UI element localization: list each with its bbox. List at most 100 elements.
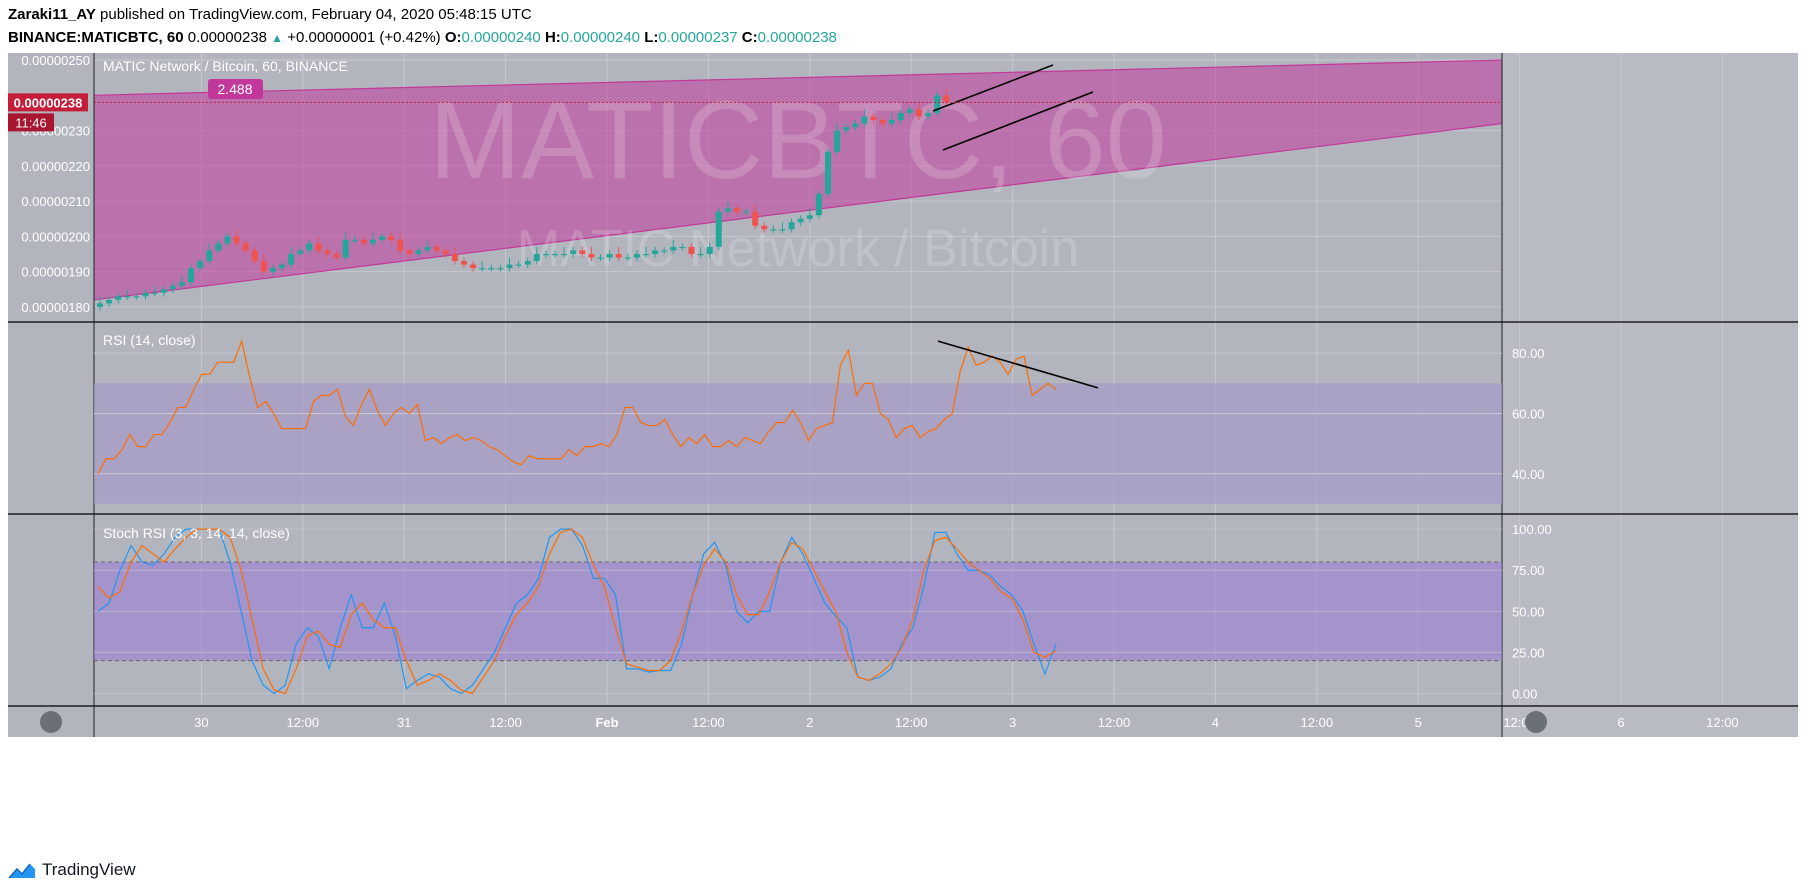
candle-body — [470, 264, 477, 269]
flag-upper-trendline — [932, 64, 1054, 112]
candle-body — [688, 246, 695, 254]
candle — [779, 222, 786, 233]
close-value: 0.00000238 — [757, 29, 837, 46]
candle — [906, 105, 913, 117]
symbol-label: BINANCE:MATICBTC, 60 — [8, 29, 184, 46]
candle — [442, 246, 449, 258]
price-axis-label: 0.00000210 — [21, 194, 90, 209]
candle-body — [97, 303, 103, 307]
candle — [433, 243, 440, 254]
candle-body — [552, 254, 558, 256]
candle-body — [697, 254, 704, 256]
time-axis-label: 12:00 — [1301, 715, 1334, 730]
candle — [888, 112, 895, 128]
candle-body — [743, 211, 750, 213]
last-price: 0.00000238 — [187, 29, 267, 46]
candle — [406, 246, 413, 258]
candle — [788, 218, 795, 233]
candle-body — [834, 130, 841, 152]
candle — [160, 285, 167, 297]
candle-body — [734, 208, 740, 212]
candle-body — [624, 257, 631, 259]
candle — [297, 246, 304, 258]
candle — [351, 236, 358, 244]
author-name[interactable]: Zaraki11_AY — [8, 6, 96, 23]
candle — [770, 225, 777, 233]
stoch-d-line — [97, 528, 1057, 695]
candle — [752, 204, 759, 230]
channel-lower-line — [93, 122, 1503, 301]
candle-body — [424, 246, 431, 251]
candle-body — [106, 299, 113, 304]
candle-body — [643, 254, 649, 256]
time-axis-label: 12:00 — [692, 715, 725, 730]
stoch-axis-label: 0.00 — [1512, 686, 1537, 701]
candle-body — [206, 250, 213, 262]
candle-body — [843, 127, 850, 131]
candle-body — [533, 254, 540, 262]
publish-info: Zaraki11_AY published on TradingView.com… — [8, 6, 532, 23]
candle — [897, 109, 904, 124]
chart-area[interactable]: 30 12:00 31 12:00 Feb 12:00 2 12:00 3 12:00 4 12:00… — [8, 53, 1798, 853]
measure-label: 2.488 — [217, 81, 252, 97]
candle-body — [224, 236, 231, 244]
brand-name[interactable]: TradingView — [42, 860, 136, 879]
candle — [251, 246, 258, 265]
tradingview-logo-icon — [8, 863, 35, 879]
candle-body — [515, 264, 522, 266]
candle — [743, 208, 750, 216]
rsi-divergence-trendline — [937, 340, 1099, 389]
candle — [806, 208, 813, 223]
stoch-axis-label: 25.00 — [1512, 645, 1545, 660]
candle — [688, 243, 695, 258]
candle — [288, 246, 295, 269]
candle-body — [442, 250, 449, 254]
candle-body — [770, 229, 777, 231]
candle — [670, 239, 677, 254]
candle — [515, 261, 522, 269]
candle-body — [906, 109, 913, 113]
candle-body — [497, 268, 504, 270]
candle-body — [815, 194, 822, 216]
candle — [797, 215, 804, 226]
price-axis-background — [1502, 53, 1798, 737]
candle — [461, 257, 467, 269]
candle-body — [788, 222, 795, 230]
candle-body — [633, 254, 640, 258]
last-price-tag-label: 0.00000238 — [14, 95, 83, 110]
candle-body — [115, 296, 122, 300]
candle — [197, 257, 204, 272]
low-value: 0.00000237 — [658, 29, 738, 46]
candle — [852, 120, 859, 131]
rsi-band — [94, 383, 1502, 504]
rsi-axis-label: 60.00 — [1512, 406, 1545, 421]
candle-body — [197, 261, 204, 269]
candle-body — [288, 254, 295, 265]
candle — [315, 236, 322, 254]
candle-body — [388, 236, 395, 240]
candle — [916, 102, 922, 120]
candle — [151, 285, 158, 297]
candle-body — [461, 261, 467, 265]
stoch-axis-label: 75.00 — [1512, 563, 1545, 578]
price-axis-label: 0.00000220 — [21, 159, 90, 174]
time-axis-label: 12:00 — [1706, 715, 1739, 730]
candle — [397, 232, 404, 254]
candle — [715, 208, 722, 251]
candle — [879, 116, 886, 128]
candle — [279, 261, 285, 272]
candle — [724, 201, 731, 216]
candle-body — [333, 254, 340, 258]
time-axis-label: 12:00 — [489, 715, 522, 730]
candle — [379, 232, 386, 244]
scroll-left-button — [40, 711, 62, 733]
candle-body — [251, 250, 258, 262]
candle — [506, 257, 513, 272]
candle-body — [679, 246, 686, 249]
candle-body — [297, 250, 304, 254]
candle-body — [724, 208, 731, 212]
candle — [588, 246, 595, 262]
candle-body — [797, 218, 804, 223]
candle-body — [451, 254, 458, 262]
candle-body — [315, 243, 322, 251]
